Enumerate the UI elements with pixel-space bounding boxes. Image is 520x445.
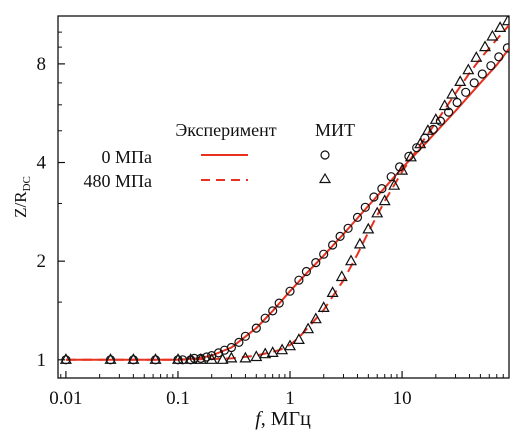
mit-point-circle xyxy=(301,266,311,277)
mit-point-circle xyxy=(335,231,345,241)
mit-point-triangle xyxy=(388,178,401,190)
mit-point-circle xyxy=(213,348,224,358)
mit-point-circle xyxy=(469,78,479,88)
plot-frame xyxy=(57,15,510,379)
y-tick-label: 8 xyxy=(37,54,47,75)
mit-point-triangle xyxy=(438,99,451,111)
mit-point-triangle xyxy=(454,75,467,87)
legend-marker-480mpa xyxy=(318,172,332,184)
mit-point-triangle xyxy=(462,63,475,75)
mit-point-triangle xyxy=(371,206,384,218)
mit-point-triangle xyxy=(194,353,207,364)
mit-point-circle xyxy=(294,275,304,285)
mit-point-triangle xyxy=(309,312,322,324)
mit-point-circle xyxy=(260,313,270,323)
mit-point-circle xyxy=(435,116,445,126)
legend-marker-0mpa xyxy=(320,150,330,160)
y-tick-label: 2 xyxy=(37,251,47,272)
y-tick-label: 4 xyxy=(37,153,47,174)
mit-point-circle xyxy=(311,258,321,268)
mit-point-triangle xyxy=(494,21,507,32)
mit-point-triangle xyxy=(335,270,348,282)
mit-point-triangle xyxy=(302,322,315,334)
mit-point-triangle xyxy=(225,351,238,363)
mit-point-triangle xyxy=(104,353,117,364)
x-tick-label: 0.01 xyxy=(49,388,82,409)
x-axis-title: f, МГц xyxy=(255,408,311,430)
legend-label-0mpa: 0 МПа xyxy=(102,147,153,167)
mit-point-triangle xyxy=(470,51,483,62)
mit-point-circle xyxy=(274,298,284,308)
mit-point-circle xyxy=(360,202,370,212)
mit-point-triangle xyxy=(205,353,218,364)
mit-point-triangle xyxy=(184,353,197,364)
mit-point-circle xyxy=(386,172,396,182)
mit-point-circle xyxy=(328,240,338,250)
mit-point-circle xyxy=(369,192,379,202)
mit-point-triangle xyxy=(404,150,417,162)
mit-point-circle xyxy=(268,306,278,316)
mit-point-triangle xyxy=(326,286,339,297)
mit-point-circle xyxy=(502,43,509,53)
legend: Эксперимент МИТ 0 МПа 480 МПа xyxy=(84,120,356,191)
mit-point-circle xyxy=(461,87,471,97)
mit-point-triangle xyxy=(283,339,297,351)
y-tick-label: 1 xyxy=(37,350,47,371)
mit-point-triangle xyxy=(292,333,305,344)
experiment-curve-0 xyxy=(65,48,509,361)
mit-point-triangle xyxy=(396,163,409,175)
mit-point-triangle xyxy=(239,351,252,363)
mit-point-triangle xyxy=(353,237,366,249)
mit-point-triangle xyxy=(259,347,272,359)
mit-point-triangle xyxy=(149,353,162,364)
mit-point-circle xyxy=(377,184,387,194)
mit-point-triangle xyxy=(478,40,492,52)
mit-point-triangle xyxy=(127,353,140,364)
mit-point-circle xyxy=(477,69,487,79)
mit-point-circle xyxy=(452,97,462,108)
mit-point-triangle xyxy=(344,254,358,266)
mit-point-circle xyxy=(486,61,496,71)
x-tick-label: 0.1 xyxy=(166,388,190,409)
x-tick-label: 10 xyxy=(393,388,412,409)
mit-point-circle xyxy=(352,212,363,222)
mit-point-triangle xyxy=(421,124,434,135)
mit-point-triangle xyxy=(446,87,459,99)
mit-point-circle xyxy=(234,337,244,347)
y-axis-title: Z/RDC xyxy=(11,176,33,218)
mit-point-triangle xyxy=(378,194,391,206)
mit-point-circle xyxy=(428,124,438,134)
mit-point-circle xyxy=(494,52,504,62)
mit-point-circle xyxy=(226,342,236,353)
mit-point-circle xyxy=(251,323,261,333)
mit-point-triangle xyxy=(414,137,427,149)
mit-point-triangle xyxy=(171,353,185,364)
mit-point-triangle xyxy=(362,222,375,234)
mit-point-triangle xyxy=(317,301,330,312)
legend-col-experiment: Эксперимент xyxy=(175,120,276,140)
legend-label-480mpa: 480 МПа xyxy=(84,171,153,191)
mit-point-triangle xyxy=(429,113,442,124)
mit-point-circle xyxy=(285,286,295,296)
mit-point-circle xyxy=(240,331,250,341)
x-tick-label: 1 xyxy=(285,388,295,409)
mit-point-triangle xyxy=(486,29,499,41)
mit-point-circle xyxy=(319,249,329,259)
mit-point-triangle xyxy=(59,353,72,364)
mit-point-triangle xyxy=(216,353,229,364)
mit-point-triangle xyxy=(266,346,279,357)
experiment-curve-1 xyxy=(65,24,509,361)
mit-point-triangle xyxy=(250,350,263,362)
mit-point-circle xyxy=(343,223,353,233)
legend-col-mit: МИТ xyxy=(315,120,355,140)
mit-point-triangle xyxy=(501,16,509,26)
